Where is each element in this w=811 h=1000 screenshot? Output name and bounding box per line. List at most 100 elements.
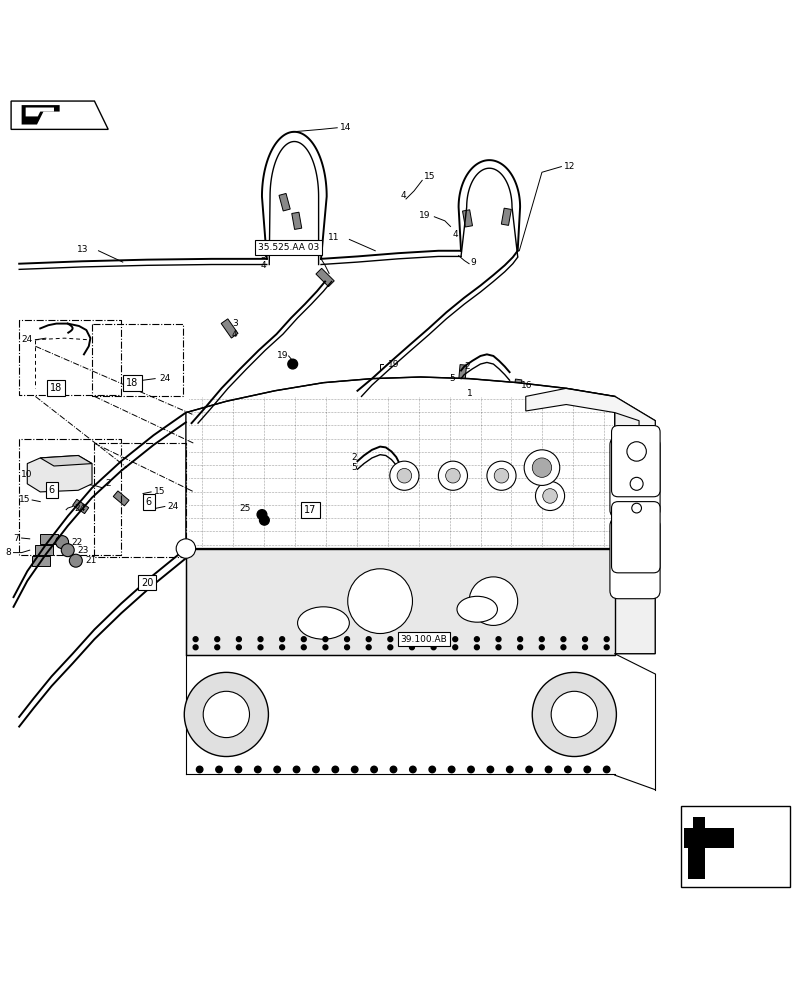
Circle shape (257, 510, 267, 519)
Circle shape (494, 468, 508, 483)
Circle shape (236, 645, 241, 650)
Text: 20: 20 (140, 578, 153, 588)
Circle shape (629, 477, 642, 490)
Circle shape (496, 637, 500, 642)
Bar (458, 365, 466, 380)
Circle shape (487, 461, 516, 490)
Circle shape (254, 766, 260, 773)
Circle shape (603, 766, 609, 773)
Circle shape (69, 554, 82, 567)
Bar (113, 491, 129, 506)
Text: 24: 24 (167, 502, 178, 511)
Circle shape (293, 766, 299, 773)
Circle shape (531, 458, 551, 477)
Text: 21: 21 (85, 556, 97, 565)
Text: 2: 2 (351, 453, 357, 462)
Bar (254, 505, 266, 511)
Text: 8: 8 (6, 548, 11, 557)
Text: 11: 11 (328, 233, 339, 242)
Ellipse shape (457, 596, 497, 622)
Bar (315, 268, 334, 287)
Circle shape (487, 766, 493, 773)
Text: 16: 16 (521, 381, 532, 390)
Circle shape (366, 637, 371, 642)
Text: 24: 24 (74, 504, 85, 513)
Circle shape (474, 645, 478, 650)
Circle shape (215, 637, 220, 642)
Text: 14: 14 (339, 123, 350, 132)
Text: 17: 17 (304, 505, 316, 515)
Circle shape (258, 637, 263, 642)
Circle shape (55, 536, 68, 549)
Circle shape (193, 645, 198, 650)
Bar (41, 534, 58, 544)
Circle shape (474, 637, 478, 642)
Bar (462, 210, 472, 227)
Circle shape (216, 766, 222, 773)
Bar (357, 456, 365, 471)
Circle shape (301, 645, 306, 650)
FancyBboxPatch shape (684, 810, 785, 883)
Circle shape (176, 539, 195, 558)
Polygon shape (186, 549, 614, 655)
Text: 3: 3 (260, 251, 266, 260)
Text: 4: 4 (260, 261, 266, 270)
Text: 24: 24 (21, 335, 32, 344)
Bar (486, 383, 495, 398)
Circle shape (409, 766, 415, 773)
Polygon shape (28, 455, 92, 492)
Polygon shape (22, 105, 59, 125)
Circle shape (453, 637, 457, 642)
Circle shape (582, 637, 586, 642)
Circle shape (61, 544, 74, 557)
Circle shape (583, 766, 590, 773)
Text: 13: 13 (77, 245, 88, 254)
Circle shape (469, 577, 517, 625)
Circle shape (431, 645, 436, 650)
Text: 19: 19 (418, 211, 430, 220)
Polygon shape (26, 108, 54, 116)
Circle shape (545, 766, 551, 773)
Text: 4: 4 (453, 230, 458, 239)
Circle shape (582, 645, 586, 650)
Circle shape (344, 645, 349, 650)
Text: 19: 19 (277, 351, 288, 360)
Bar (513, 379, 521, 394)
Circle shape (236, 637, 241, 642)
Circle shape (409, 645, 414, 650)
Text: 7: 7 (14, 534, 19, 543)
Circle shape (235, 766, 242, 773)
Circle shape (517, 645, 522, 650)
Circle shape (448, 766, 454, 773)
Text: 2: 2 (105, 479, 110, 488)
Text: 2: 2 (464, 362, 470, 371)
Circle shape (301, 637, 306, 642)
Text: 18: 18 (50, 383, 62, 393)
Polygon shape (41, 455, 92, 466)
Circle shape (445, 468, 460, 483)
Circle shape (496, 645, 500, 650)
Text: 4: 4 (232, 330, 238, 339)
Circle shape (279, 645, 284, 650)
Circle shape (539, 645, 543, 650)
Circle shape (409, 637, 414, 642)
Circle shape (539, 637, 543, 642)
Text: 5: 5 (351, 463, 357, 472)
Bar (291, 212, 302, 229)
Circle shape (397, 468, 411, 483)
Circle shape (438, 461, 467, 490)
Polygon shape (614, 396, 654, 654)
Circle shape (312, 766, 319, 773)
FancyBboxPatch shape (609, 437, 659, 518)
Circle shape (531, 672, 616, 757)
Circle shape (506, 766, 513, 773)
FancyBboxPatch shape (609, 518, 659, 599)
Text: 6: 6 (145, 497, 152, 507)
Circle shape (467, 766, 474, 773)
Circle shape (184, 672, 268, 757)
Bar (500, 208, 511, 225)
Circle shape (196, 766, 203, 773)
Text: 9: 9 (470, 258, 476, 267)
Text: 24: 24 (159, 374, 170, 383)
Circle shape (215, 645, 220, 650)
